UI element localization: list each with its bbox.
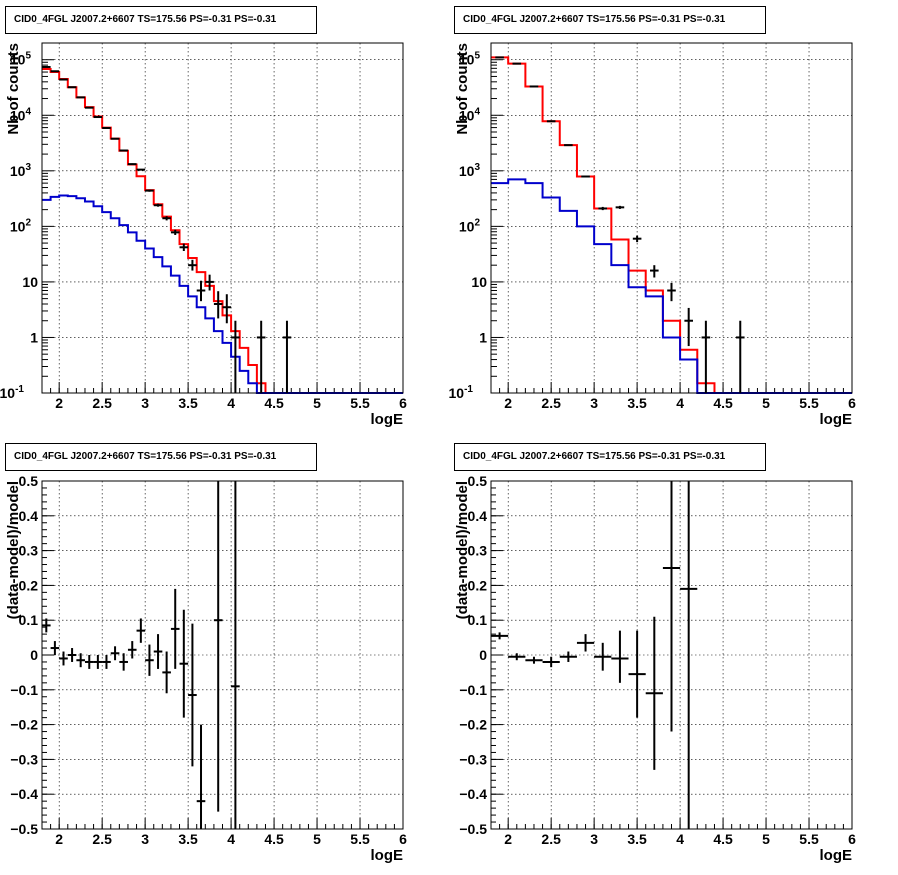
x-tick-label: 3 <box>141 831 149 847</box>
x-axis-title: logE <box>371 411 404 428</box>
y-tick-label: 10-1 <box>0 384 24 401</box>
x-tick-label: 5 <box>313 395 321 411</box>
x-tick-label: 3.5 <box>178 831 198 847</box>
y-tick-label: 0.2 <box>468 577 488 593</box>
x-tick-label: 4 <box>676 395 684 411</box>
x-tick-label: 5 <box>313 831 321 847</box>
y-tick-label: 10 <box>22 274 38 290</box>
y-tick-label: 10-1 <box>449 384 474 401</box>
x-tick-label: 3.5 <box>627 831 647 847</box>
x-tick-label: 3 <box>590 831 598 847</box>
x-tick-label: 4.5 <box>713 831 733 847</box>
x-tick-label: 4 <box>676 831 684 847</box>
y-tick-label: 0.3 <box>19 543 39 559</box>
x-tick-label: 2.5 <box>541 831 561 847</box>
y-tick-label: 0 <box>30 647 38 663</box>
y-tick-label: 1 <box>479 329 487 345</box>
plot-frame <box>490 42 853 394</box>
y-tick-label: 103 <box>10 162 32 179</box>
x-tick-label: 3.5 <box>178 395 198 411</box>
x-axis-title: logE <box>371 847 404 864</box>
y-tick-label: −0.1 <box>10 682 38 698</box>
y-tick-label: −0.2 <box>10 717 38 733</box>
y-tick-label: −0.4 <box>10 786 38 802</box>
y-tick-label: 0.4 <box>19 508 39 524</box>
plot-frame <box>41 42 404 394</box>
x-tick-label: 2 <box>504 831 512 847</box>
y-axis-title: (data-model)/model <box>454 481 471 619</box>
y-tick-label: 0.1 <box>19 612 39 628</box>
x-tick-label: 4.5 <box>264 395 284 411</box>
y-tick-label: 102 <box>10 217 32 234</box>
x-axis-title: logE <box>820 411 853 428</box>
x-tick-label: 2 <box>55 395 63 411</box>
plot-frame <box>490 480 853 830</box>
y-tick-label: −0.3 <box>10 751 38 767</box>
x-tick-label: 3 <box>590 395 598 411</box>
y-axis-title: (data-model)/model <box>5 481 22 619</box>
plot-frame <box>41 480 404 830</box>
x-tick-label: 4 <box>227 395 235 411</box>
x-tick-label: 2.5 <box>541 395 561 411</box>
y-tick-label: 0.1 <box>468 612 488 628</box>
y-tick-label: −0.5 <box>10 821 38 837</box>
panel-title: CID0_4FGL J2007.2+6607 TS=175.56 PS=-0.3… <box>454 6 766 34</box>
y-tick-label: 0 <box>479 647 487 663</box>
y-tick-label: 0.3 <box>468 543 488 559</box>
x-tick-label: 4.5 <box>264 831 284 847</box>
x-tick-label: 2 <box>504 395 512 411</box>
y-tick-label: 103 <box>459 162 481 179</box>
x-tick-label: 2.5 <box>92 395 112 411</box>
y-tick-label: −0.5 <box>459 821 487 837</box>
x-tick-label: 3.5 <box>627 395 647 411</box>
y-tick-label: 10 <box>471 274 487 290</box>
x-tick-label: 6 <box>848 831 856 847</box>
x-tick-label: 2 <box>55 831 63 847</box>
panel-title: CID0_4FGL J2007.2+6607 TS=175.56 PS=-0.3… <box>5 443 317 471</box>
y-axis-title: Nb of counts <box>454 43 471 135</box>
x-tick-label: 5 <box>762 395 770 411</box>
x-tick-label: 5.5 <box>350 395 370 411</box>
y-axis-title: Nb of counts <box>5 43 22 135</box>
y-tick-label: 0.5 <box>19 473 39 489</box>
model-histogram-line <box>491 56 852 394</box>
x-tick-label: 3 <box>141 395 149 411</box>
model-histogram-line <box>42 194 403 394</box>
x-tick-label: 6 <box>399 395 407 411</box>
y-tick-label: −0.4 <box>459 786 487 802</box>
panel-title: CID0_4FGL J2007.2+6607 TS=175.56 PS=-0.3… <box>454 443 766 471</box>
x-tick-label: 5.5 <box>799 395 819 411</box>
y-tick-label: 102 <box>459 217 481 234</box>
x-tick-label: 4 <box>227 831 235 847</box>
x-tick-label: 6 <box>848 395 856 411</box>
y-tick-label: 0.4 <box>468 508 488 524</box>
y-tick-label: 1 <box>30 329 38 345</box>
y-tick-label: 0.5 <box>468 473 488 489</box>
x-tick-label: 2.5 <box>92 831 112 847</box>
x-tick-label: 6 <box>399 831 407 847</box>
y-tick-label: −0.1 <box>459 682 487 698</box>
x-axis-title: logE <box>820 847 853 864</box>
x-tick-label: 4.5 <box>713 395 733 411</box>
x-tick-label: 5.5 <box>350 831 370 847</box>
y-tick-label: 0.2 <box>19 577 39 593</box>
x-tick-label: 5.5 <box>799 831 819 847</box>
panel-title: CID0_4FGL J2007.2+6607 TS=175.56 PS=-0.3… <box>5 6 317 34</box>
y-tick-label: −0.3 <box>459 751 487 767</box>
y-tick-label: −0.2 <box>459 717 487 733</box>
x-tick-label: 5 <box>762 831 770 847</box>
